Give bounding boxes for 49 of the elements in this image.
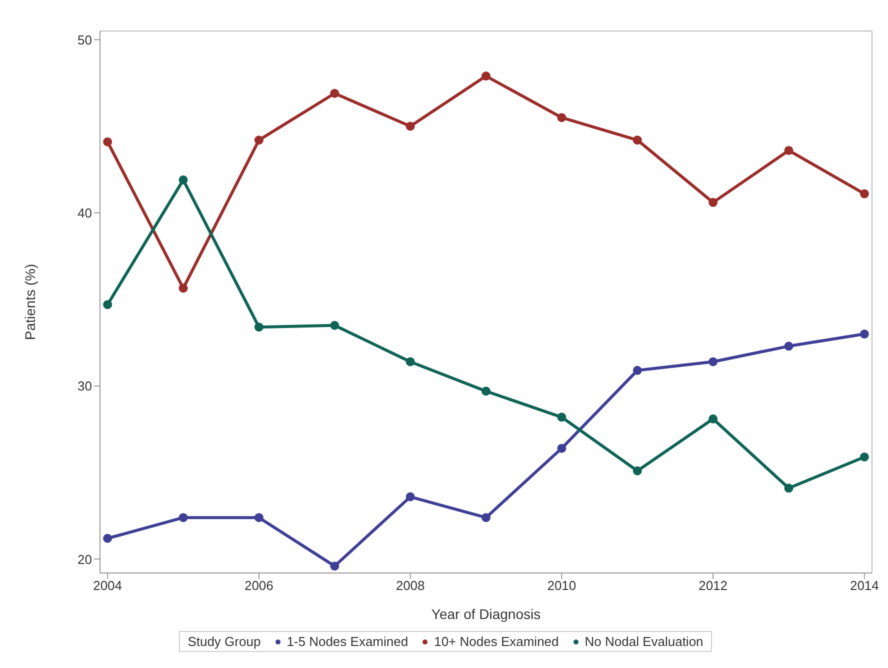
point (784, 484, 794, 493)
point (860, 189, 869, 198)
point (103, 137, 112, 146)
point (482, 386, 490, 396)
point (406, 357, 415, 366)
x-tick-label: 2012 (698, 578, 728, 594)
point (860, 330, 869, 339)
point (103, 300, 112, 310)
y-axis-title: Patients (%) (22, 264, 38, 340)
point (860, 452, 869, 462)
legend-title: Study Group (188, 634, 261, 649)
point (482, 72, 490, 81)
point (178, 513, 188, 522)
point (632, 366, 642, 375)
y-tick-label: 40 (78, 205, 92, 220)
point (103, 534, 112, 543)
point (708, 357, 718, 366)
x-tick-label: 2010 (547, 578, 576, 594)
y-tick-label: 20 (78, 552, 92, 567)
point (330, 88, 340, 98)
point (708, 198, 718, 207)
point (406, 492, 415, 502)
x-axis-title: Year of Diagnosis (431, 606, 541, 622)
point (784, 146, 794, 155)
point (254, 513, 264, 522)
point (406, 122, 415, 131)
y-tick-label: 50 (78, 32, 92, 48)
point (557, 113, 566, 122)
point (178, 284, 188, 293)
x-tick-label: 2006 (244, 578, 274, 594)
legend-label: 10+ Nodes Examined (434, 634, 559, 649)
point (784, 342, 794, 351)
point (708, 414, 718, 424)
point (557, 412, 566, 422)
point (254, 322, 264, 332)
x-tick-label: 2014 (850, 578, 879, 594)
point (330, 562, 340, 571)
point (482, 513, 490, 522)
point (632, 466, 642, 476)
point (178, 175, 188, 184)
x-tick-label: 2008 (396, 578, 425, 594)
point (632, 136, 642, 145)
legend-label: No Nodal Evaluation (584, 634, 704, 649)
point (330, 320, 340, 330)
x-tick-label: 2004 (93, 578, 122, 594)
y-tick-label: 30 (78, 378, 92, 394)
point (557, 444, 566, 453)
point (254, 136, 264, 145)
legend-label: 1-5 Nodes Examined (286, 634, 408, 649)
